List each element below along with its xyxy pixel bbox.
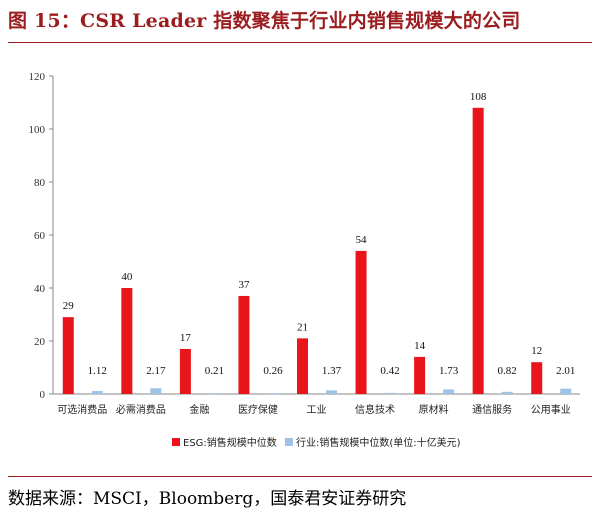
x-category-label: 通信服务: [472, 403, 512, 416]
y-tick-label: 80: [34, 177, 46, 189]
industry-data-label: 0.21: [205, 365, 224, 377]
legend-swatch-esg: [172, 438, 180, 446]
esg-data-label: 21: [297, 321, 308, 333]
industry-data-label: 2.17: [146, 365, 166, 377]
y-tick-label: 0: [40, 389, 46, 401]
legend-label-esg: ESG:销售规模中位数: [183, 436, 277, 449]
industry-data-label: 0.26: [263, 365, 283, 377]
industry-data-label: 1.37: [322, 365, 342, 377]
y-tick-label: 20: [34, 336, 46, 348]
legend-label-industry: 行业:销售规模中位数(单位:十亿美元): [296, 436, 461, 449]
bar-series: 29 1.12 40 2.17 17 0.21 37 0.26 21 1.37 54 0.42 14 1.…: [62, 91, 575, 395]
title-divider: [8, 42, 592, 43]
industry-data-label: 0.42: [380, 365, 399, 377]
y-tick-label: 100: [29, 124, 46, 136]
industry-bar: [501, 391, 513, 394]
esg-bar: [238, 295, 250, 394]
industry-bar: [443, 389, 455, 394]
esg-bar: [414, 356, 426, 394]
legend: ESG:销售规模中位数 行业:销售规模中位数(单位:十亿美元): [172, 436, 461, 449]
x-axis-labels: 可选消费品 必需消费品 金融 医疗保健 工业 信息技术 原材料 通信服务 公用事业: [57, 403, 570, 416]
esg-data-label: 54: [356, 234, 368, 246]
industry-data-label: 0.82: [498, 365, 517, 377]
industry-bar: [150, 388, 162, 394]
chart-title: 图 15：CSR Leader 指数聚焦于行业内销售规模大的公司: [8, 10, 521, 32]
x-category-label: 必需消费品: [116, 403, 166, 416]
industry-data-label: 2.01: [556, 365, 575, 377]
y-tick-label: 60: [34, 230, 46, 242]
source-divider: [8, 476, 592, 477]
x-category-label: 金融: [189, 403, 209, 416]
y-axis-ticks: 0 20 40 60 80 100 120: [29, 71, 53, 401]
bar-chart: 0 20 40 60 80 100 120 29 1.12 40 2.17 17 0.21 37 0.26…: [29, 71, 580, 449]
industry-bar: [91, 391, 103, 394]
industry-bar: [326, 390, 337, 394]
esg-bar: [179, 348, 191, 394]
esg-bar: [297, 338, 308, 394]
esg-bar: [121, 288, 133, 394]
y-tick-label: 120: [29, 71, 46, 83]
x-category-label: 信息技术: [355, 403, 395, 416]
industry-bar: [560, 388, 572, 394]
source-note: 数据来源：MSCI，Bloomberg，国泰君安证券研究: [8, 489, 407, 509]
esg-data-label: 12: [531, 345, 542, 357]
industry-bar: [384, 392, 396, 394]
y-tick-label: 40: [34, 283, 46, 295]
x-category-label: 工业: [307, 404, 327, 416]
esg-bar: [62, 317, 74, 394]
esg-data-label: 29: [63, 300, 75, 312]
esg-data-label: 40: [121, 271, 133, 283]
x-category-label: 公用事业: [531, 403, 571, 416]
esg-bar: [472, 107, 484, 395]
industry-data-label: 1.73: [439, 365, 459, 377]
esg-data-label: 37: [238, 279, 250, 291]
x-category-label: 可选消费品: [57, 403, 107, 416]
esg-bar: [531, 362, 543, 394]
esg-data-label: 108: [470, 91, 487, 103]
industry-bar: [267, 393, 279, 394]
legend-swatch-industry: [285, 438, 293, 446]
x-category-label: 原材料: [419, 403, 449, 416]
esg-data-label: 14: [414, 340, 426, 352]
esg-data-label: 17: [180, 332, 192, 344]
industry-data-label: 1.12: [88, 365, 107, 377]
x-category-label: 医疗保健: [238, 403, 278, 416]
industry-bar: [208, 393, 220, 394]
esg-bar: [355, 250, 367, 394]
